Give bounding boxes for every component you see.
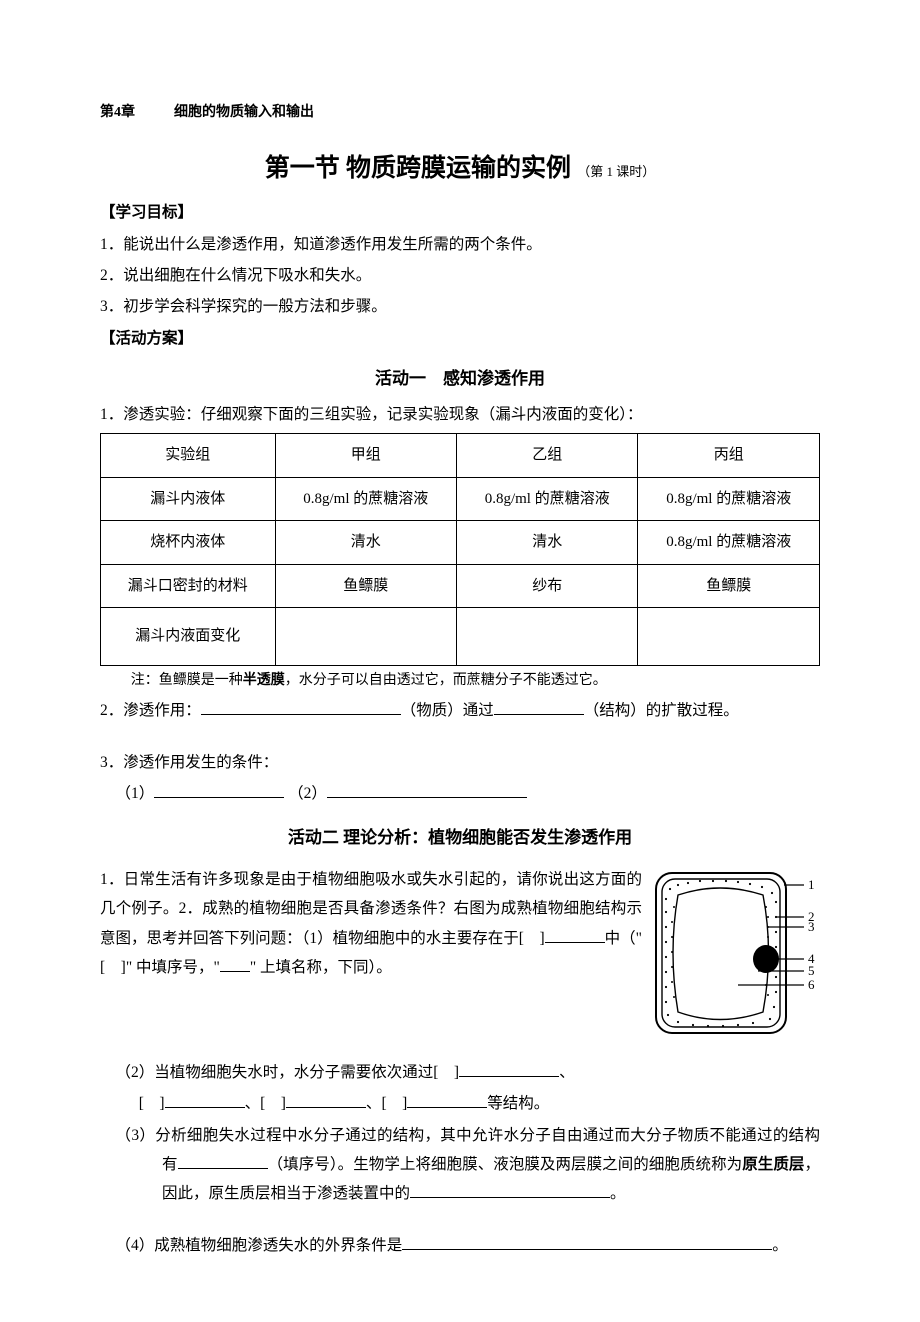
goal-item: 2．说出细胞在什么情况下吸水和失水。 (100, 261, 820, 290)
page-title: 第一节 物质跨膜运输的实例 （第 1 课时） (100, 145, 820, 193)
activity1-title: 活动一 感知渗透作用 (100, 363, 820, 395)
q3-mid1: （填序号）。生物学上将细胞膜、液泡膜及两层膜之间的细胞质统称为 (268, 1156, 743, 1173)
cell-diagram: 1 2 3 4 5 6 (648, 867, 820, 1042)
table-cell: 0.8g/ml 的蔗糖溶液 (456, 477, 637, 521)
goals-heading: 【学习目标】 (100, 198, 820, 227)
q2-mid1: （物质）通过 (401, 702, 494, 719)
table-cell: 丙组 (638, 434, 820, 478)
activity2-q3: （3）分析细胞失水过程中水分子通过的结构，其中允许水分子自由通过而大分子物质不能… (116, 1121, 821, 1209)
note-pre: 注：鱼鳔膜是一种 (131, 673, 243, 688)
q4-pre: （4）成熟植物细胞渗透失水的外界条件是 (116, 1237, 403, 1254)
table-cell: 鱼鳔膜 (638, 564, 820, 608)
fill-blank[interactable] (407, 1090, 487, 1108)
table-cell: 纱布 (456, 564, 637, 608)
title-text: 第一节 物质跨膜运输的实例 (265, 155, 571, 182)
title-suffix: （第 1 课时） (577, 164, 655, 179)
activity1-q3-head: 3．渗透作用发生的条件： (100, 748, 820, 777)
fill-blank[interactable] (178, 1151, 268, 1169)
fill-blank[interactable] (494, 697, 584, 715)
table-cell: 漏斗内液面变化 (101, 608, 276, 666)
diagram-label: 1 (808, 877, 815, 892)
activity1-q2: 2．渗透作用： （物质）通过 （结构）的扩散过程。 (100, 696, 820, 725)
q3-1: （1） (116, 785, 155, 802)
table-note: 注：鱼鳔膜是一种半透膜，水分子可以自由透过它，而蔗糖分子不能透过它。 (131, 668, 820, 695)
fill-blank[interactable] (402, 1232, 772, 1250)
q2-pre: （2）当植物细胞失水时，水分子需要依次通过[ ] (116, 1064, 460, 1081)
q2-sep: 、 (245, 1095, 261, 1112)
fill-blank[interactable] (154, 780, 284, 798)
diagram-label: 5 (808, 963, 815, 978)
activity2-para1-row: 1．日常生活有许多现象是由于植物细胞吸水或失水引起的，请你说出这方面的几个例子。… (100, 865, 820, 1042)
diagram-label: 6 (808, 977, 815, 992)
table-row: 漏斗内液面变化 (101, 608, 820, 666)
q2-lb: [ ] (381, 1095, 407, 1112)
table-cell: 清水 (456, 521, 637, 565)
fill-blank[interactable] (286, 1090, 366, 1108)
table-cell: 清水 (275, 521, 456, 565)
q3-2: （2） (288, 785, 327, 802)
table-cell: 甲组 (275, 434, 456, 478)
table-cell: 漏斗内液体 (101, 477, 276, 521)
q4-end: 。 (772, 1237, 788, 1254)
activity2-q4: （4）成熟植物细胞渗透失水的外界条件是 。 (116, 1231, 821, 1260)
table-row: 烧杯内液体 清水 清水 0.8g/ml 的蔗糖溶液 (101, 521, 820, 565)
table-cell[interactable] (275, 608, 456, 666)
table-cell[interactable] (456, 608, 637, 666)
q2-lb: [ ] (139, 1095, 165, 1112)
table-cell[interactable] (638, 608, 820, 666)
table-cell: 鱼鳔膜 (275, 564, 456, 608)
table-cell: 乙组 (456, 434, 637, 478)
q2-pre: 2．渗透作用： (100, 702, 201, 719)
fill-blank[interactable] (545, 925, 605, 943)
table-row: 漏斗内液体 0.8g/ml 的蔗糖溶液 0.8g/ml 的蔗糖溶液 0.8g/m… (101, 477, 820, 521)
fill-blank[interactable] (459, 1059, 559, 1077)
table-cell: 实验组 (101, 434, 276, 478)
diagram-label: 3 (808, 919, 815, 934)
para1-c: " 上填名称，下同）。 (250, 959, 392, 976)
table-row: 实验组 甲组 乙组 丙组 (101, 434, 820, 478)
chapter-label: 第4章 (100, 105, 135, 120)
table-cell: 烧杯内液体 (101, 521, 276, 565)
goal-item: 1．能说出什么是渗透作用，知道渗透作用发生所需的两个条件。 (100, 230, 820, 259)
table-cell: 0.8g/ml 的蔗糖溶液 (638, 521, 820, 565)
activity2-q2: （2）当植物细胞失水时，水分子需要依次通过[ ] 、 (116, 1058, 821, 1087)
q2-lb: [ ] (260, 1095, 286, 1112)
activity2-para1: 1．日常生活有许多现象是由于植物细胞吸水或失水引起的，请你说出这方面的几个例子。… (100, 865, 642, 983)
note-post: ，水分子可以自由透过它，而蔗糖分子不能透过它。 (285, 673, 607, 688)
fill-blank[interactable] (410, 1180, 610, 1198)
note-bold: 半透膜 (243, 673, 285, 688)
q3-end: 。 (610, 1185, 626, 1202)
fill-blank[interactable] (201, 697, 401, 715)
activity2-q2-line2: [ ]、[ ]、[ ]等结构。 (139, 1089, 820, 1118)
activity2-title: 活动二 理论分析：植物细胞能否发生渗透作用 (100, 822, 820, 854)
chapter-line: 第4章 细胞的物质输入和输出 (100, 100, 820, 127)
q2-end: 等结构。 (487, 1095, 549, 1112)
fill-blank[interactable] (220, 954, 250, 972)
goal-item: 3．初步学会科学探究的一般方法和步骤。 (100, 292, 820, 321)
table-cell: 0.8g/ml 的蔗糖溶液 (638, 477, 820, 521)
experiment-table: 实验组 甲组 乙组 丙组 漏斗内液体 0.8g/ml 的蔗糖溶液 0.8g/ml… (100, 433, 820, 666)
fill-blank[interactable] (165, 1090, 245, 1108)
table-row: 漏斗口密封的材料 鱼鳔膜 纱布 鱼鳔膜 (101, 564, 820, 608)
table-cell: 0.8g/ml 的蔗糖溶液 (275, 477, 456, 521)
plan-heading: 【活动方案】 (100, 324, 820, 353)
q2-mid2: （结构）的扩散过程。 (584, 702, 739, 719)
q2-sep: 、 (559, 1064, 575, 1081)
q3-bold: 原生质层 (742, 1156, 804, 1173)
table-cell: 漏斗口密封的材料 (101, 564, 276, 608)
chapter-title: 细胞的物质输入和输出 (174, 105, 314, 120)
activity1-q3-opts: （1） （2） (100, 779, 820, 808)
q2-sep: 、 (366, 1095, 382, 1112)
activity1-intro: 1．渗透实验：仔细观察下面的三组实验，记录实验现象（漏斗内液面的变化）： (100, 400, 820, 429)
fill-blank[interactable] (327, 780, 527, 798)
